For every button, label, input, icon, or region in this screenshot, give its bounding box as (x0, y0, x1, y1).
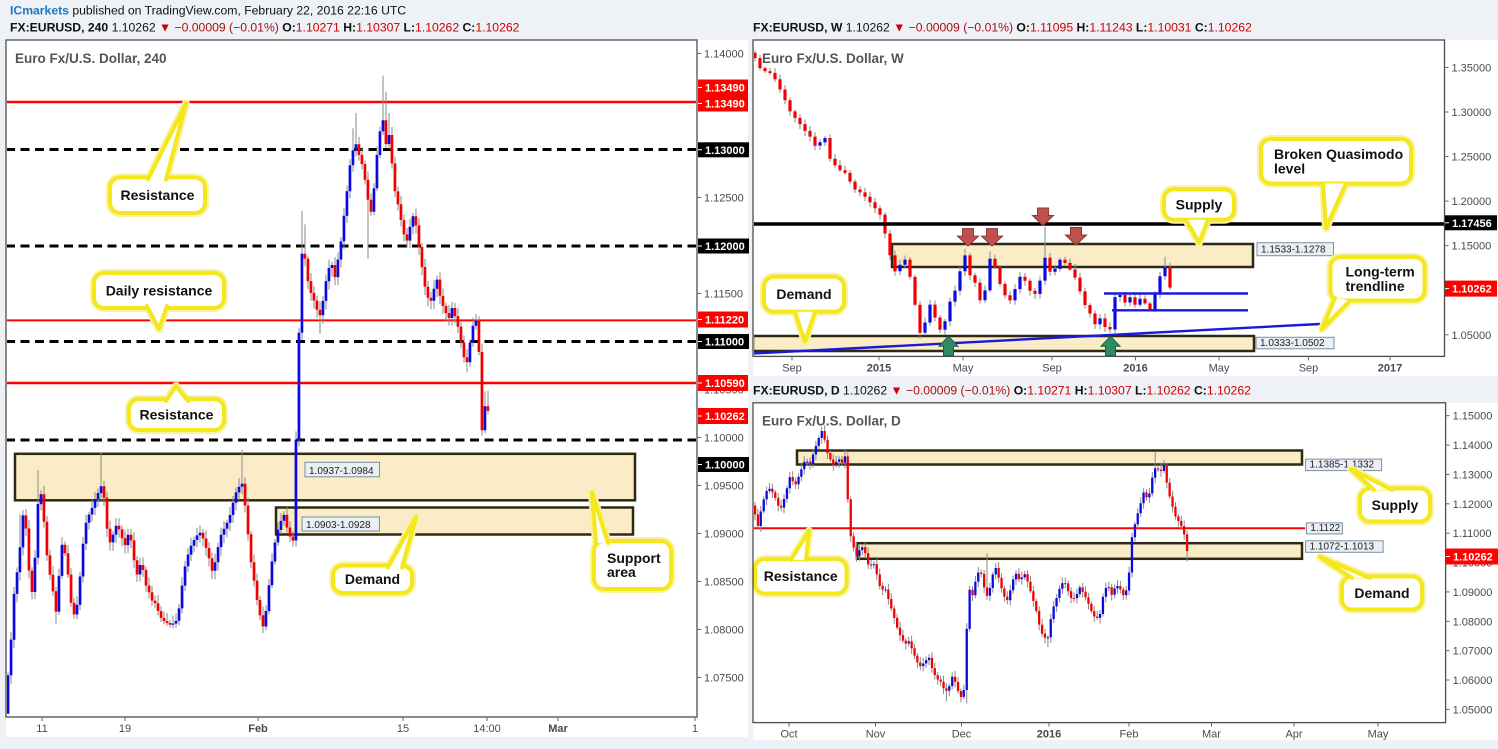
svg-text:1.0937-1.0984: 1.0937-1.0984 (309, 466, 374, 477)
svg-text:2016: 2016 (1123, 363, 1147, 375)
svg-text:1.09500: 1.09500 (704, 481, 744, 493)
svg-text:14:00: 14:00 (473, 723, 501, 735)
svg-text:1.09000: 1.09000 (1453, 587, 1493, 599)
svg-text:May: May (1368, 729, 1389, 741)
svg-text:2017: 2017 (1378, 363, 1402, 375)
svg-text:1.12500: 1.12500 (704, 193, 744, 205)
svg-text:1.10000: 1.10000 (705, 460, 745, 472)
svg-text:Euro Fx/U.S. Dollar, W: Euro Fx/U.S. Dollar, W (762, 51, 904, 66)
svg-text:FX:EURUSD, W 1.10262 ▼ −0.0000: FX:EURUSD, W 1.10262 ▼ −0.00009 (−0.01%)… (753, 21, 1252, 35)
svg-text:1.08500: 1.08500 (704, 577, 744, 589)
svg-text:FX:EURUSD, D 1.10262 ▼ −0.0000: FX:EURUSD, D 1.10262 ▼ −0.00009 (−0.01%)… (753, 384, 1251, 398)
svg-text:May: May (1209, 363, 1230, 375)
svg-text:1.07500: 1.07500 (704, 673, 744, 685)
svg-text:1.07000: 1.07000 (1453, 646, 1493, 658)
svg-text:Demand: Demand (776, 286, 831, 302)
svg-text:Euro Fx/U.S. Dollar, 240: Euro Fx/U.S. Dollar, 240 (15, 51, 167, 66)
svg-text:1.10262: 1.10262 (705, 411, 745, 423)
svg-text:FX:EURUSD, 240 1.10262 ▼ −0.00: FX:EURUSD, 240 1.10262 ▼ −0.00009 (−0.01… (10, 21, 520, 35)
svg-text:1.14000: 1.14000 (1453, 440, 1493, 452)
svg-text:Supply: Supply (1176, 196, 1223, 212)
svg-text:1.12000: 1.12000 (1453, 499, 1493, 511)
svg-text:Mar: Mar (1202, 729, 1221, 741)
svg-text:Demand: Demand (1354, 585, 1409, 601)
svg-text:1.17456: 1.17456 (1452, 218, 1492, 230)
svg-text:1.14000: 1.14000 (704, 49, 744, 61)
svg-text:Long-term: Long-term (1346, 264, 1415, 280)
svg-text:ICmarkets published on Trading: ICmarkets published on TradingView.com, … (10, 4, 406, 18)
svg-text:1.11000: 1.11000 (1453, 528, 1492, 540)
svg-text:Nov: Nov (866, 729, 886, 741)
svg-text:1.05000: 1.05000 (1453, 704, 1493, 716)
svg-text:1.1122: 1.1122 (1310, 523, 1340, 534)
svg-text:May: May (953, 363, 974, 375)
svg-text:Resistance: Resistance (140, 407, 214, 423)
svg-text:2016: 2016 (1037, 729, 1061, 741)
svg-text:1.13490: 1.13490 (705, 83, 745, 95)
svg-text:1.08000: 1.08000 (704, 625, 744, 637)
svg-text:Sep: Sep (782, 363, 802, 375)
svg-text:level: level (1274, 161, 1305, 177)
svg-text:1.13490: 1.13490 (705, 99, 745, 111)
svg-text:1.12000: 1.12000 (705, 241, 745, 253)
svg-text:1.06000: 1.06000 (1453, 675, 1493, 687)
svg-text:1.1533-1.1278: 1.1533-1.1278 (1261, 245, 1326, 256)
svg-text:Daily resistance: Daily resistance (106, 283, 213, 299)
svg-text:1.05000: 1.05000 (1452, 330, 1492, 342)
svg-text:1.10590: 1.10590 (705, 378, 745, 390)
svg-text:area: area (607, 564, 636, 580)
svg-text:Resistance: Resistance (121, 187, 195, 203)
svg-text:1.0333-1.0502: 1.0333-1.0502 (1260, 338, 1325, 349)
svg-text:1.10000: 1.10000 (704, 433, 744, 445)
svg-text:1.10262: 1.10262 (1452, 284, 1492, 296)
svg-text:trendline: trendline (1346, 278, 1405, 294)
svg-text:Support: Support (607, 550, 661, 566)
svg-text:1: 1 (692, 723, 698, 735)
svg-text:Feb: Feb (1120, 729, 1139, 741)
svg-text:1.10262: 1.10262 (1453, 552, 1493, 564)
svg-text:1.13000: 1.13000 (705, 145, 745, 157)
svg-text:Apr: Apr (1285, 729, 1302, 741)
svg-text:Sep: Sep (1042, 363, 1062, 375)
svg-text:Mar: Mar (548, 723, 568, 735)
svg-text:1.09000: 1.09000 (704, 529, 744, 541)
svg-text:Resistance: Resistance (764, 568, 838, 584)
svg-text:1.25000: 1.25000 (1452, 152, 1492, 164)
svg-text:1.08000: 1.08000 (1453, 616, 1493, 628)
svg-text:1.30000: 1.30000 (1452, 107, 1492, 119)
svg-text:Euro Fx/U.S. Dollar, D: Euro Fx/U.S. Dollar, D (762, 414, 901, 429)
svg-text:Demand: Demand (345, 571, 400, 587)
svg-text:Dec: Dec (952, 729, 972, 741)
svg-text:Feb: Feb (248, 723, 268, 735)
svg-text:1.15000: 1.15000 (1453, 411, 1493, 423)
svg-text:Sep: Sep (1299, 363, 1319, 375)
svg-text:Supply: Supply (1372, 497, 1419, 513)
svg-text:Broken Quasimodo: Broken Quasimodo (1274, 146, 1403, 162)
svg-text:Oct: Oct (780, 729, 797, 741)
svg-text:1.1072-1.1013: 1.1072-1.1013 (1310, 541, 1375, 552)
svg-text:1.13000: 1.13000 (1453, 469, 1493, 481)
svg-text:1.20000: 1.20000 (1452, 196, 1492, 208)
svg-text:1.1385-1.1332: 1.1385-1.1332 (1310, 460, 1375, 471)
svg-text:1.0903-1.0928: 1.0903-1.0928 (306, 520, 371, 531)
svg-text:19: 19 (119, 723, 131, 735)
svg-text:15: 15 (397, 723, 409, 735)
svg-text:1.15000: 1.15000 (1452, 241, 1492, 253)
svg-text:1.11220: 1.11220 (705, 315, 744, 327)
svg-text:11: 11 (36, 723, 47, 735)
svg-text:1.11500: 1.11500 (704, 289, 743, 301)
svg-text:1.35000: 1.35000 (1452, 62, 1492, 74)
svg-text:2015: 2015 (867, 363, 891, 375)
svg-text:1.11000: 1.11000 (705, 337, 744, 349)
